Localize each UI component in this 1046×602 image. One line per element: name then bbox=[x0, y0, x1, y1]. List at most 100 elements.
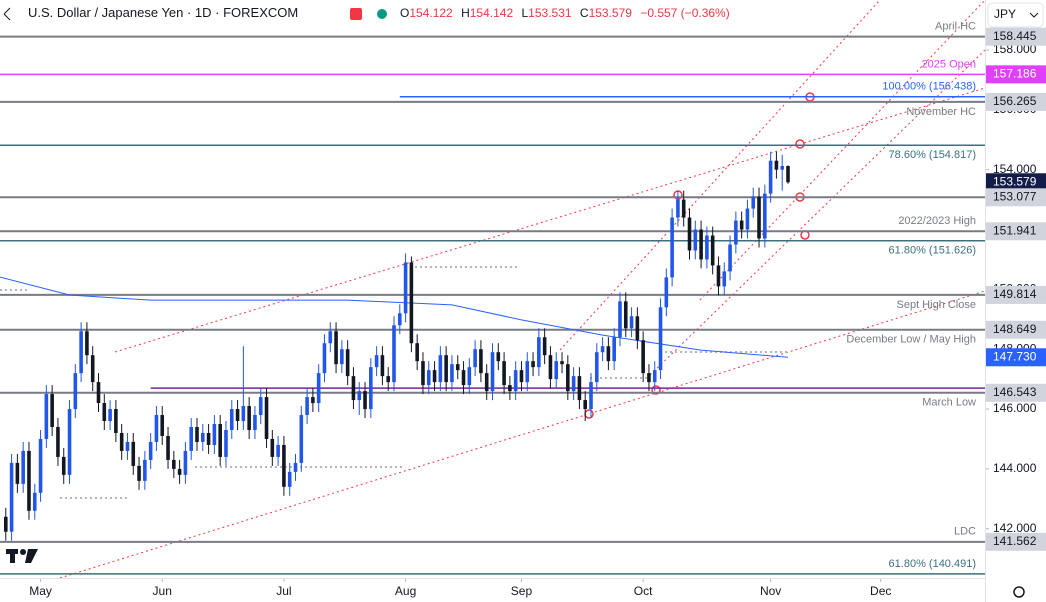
candle-body bbox=[734, 220, 738, 245]
level-annotation: 78.60% (154.817) bbox=[889, 149, 976, 161]
candle-body bbox=[154, 415, 159, 442]
candle-body bbox=[415, 343, 419, 362]
ohlc-prefix: C bbox=[579, 6, 589, 20]
candle-body bbox=[177, 468, 182, 475]
x-tick-label: Sep bbox=[511, 584, 533, 598]
currency-button[interactable] bbox=[987, 2, 1044, 28]
candle-body bbox=[502, 361, 506, 386]
channel-line bbox=[699, 0, 986, 301]
candle-body bbox=[768, 160, 773, 194]
candle-body bbox=[774, 160, 779, 170]
candle-body bbox=[299, 415, 304, 463]
candle-body bbox=[270, 438, 275, 457]
candle-body bbox=[38, 438, 43, 493]
candle-body bbox=[311, 397, 315, 404]
anchor-point bbox=[584, 409, 594, 419]
channel-line bbox=[559, 0, 881, 351]
flag-icon[interactable] bbox=[350, 8, 362, 20]
dropdown-arrow bbox=[1029, 12, 1039, 18]
price-label: 156.265 bbox=[993, 94, 1037, 108]
price-label: 148.649 bbox=[993, 322, 1037, 336]
price-label: 153.077 bbox=[993, 189, 1037, 203]
candle-body bbox=[73, 373, 78, 410]
level-annotation: April HC bbox=[935, 21, 976, 33]
candle-body bbox=[160, 415, 165, 436]
logo-part bbox=[25, 549, 38, 563]
candle-body bbox=[600, 346, 605, 353]
candle-body bbox=[496, 352, 501, 362]
candle-body bbox=[606, 346, 611, 362]
ohlc-value: 153.579 bbox=[588, 6, 632, 20]
price-label-box bbox=[986, 92, 1046, 111]
x-tick-label: May bbox=[29, 584, 52, 598]
candle-body bbox=[183, 450, 188, 475]
candle-body bbox=[641, 340, 645, 374]
candle-body bbox=[102, 403, 107, 422]
candle-body bbox=[467, 367, 472, 386]
candle-body bbox=[403, 262, 408, 314]
candle-body bbox=[513, 370, 518, 392]
candle-body bbox=[195, 426, 199, 442]
candle-body bbox=[206, 432, 211, 445]
candle-body bbox=[328, 331, 333, 344]
level-annotation: 61.80% (140.491) bbox=[889, 558, 976, 570]
x-tick-label: Jun bbox=[153, 584, 172, 598]
candle-body bbox=[438, 355, 443, 383]
candle-body bbox=[786, 166, 790, 183]
candle-body bbox=[166, 435, 170, 460]
candle-body bbox=[114, 409, 118, 433]
market-status bbox=[377, 9, 387, 19]
settings-icon[interactable] bbox=[1013, 586, 1025, 598]
candle-body bbox=[409, 262, 414, 344]
logo-part bbox=[20, 549, 26, 555]
candle-body bbox=[293, 462, 298, 472]
candle-body bbox=[340, 349, 344, 365]
candle-body bbox=[27, 450, 31, 511]
candle-body bbox=[9, 462, 14, 532]
candle-body bbox=[351, 376, 356, 401]
candle-body bbox=[751, 196, 756, 209]
candle-body bbox=[670, 217, 674, 278]
candle-body bbox=[461, 370, 466, 386]
ohlc-value: 154.122 bbox=[409, 6, 453, 20]
price-label-box bbox=[986, 188, 1046, 207]
candle-body bbox=[722, 271, 727, 287]
candle-body bbox=[577, 376, 582, 401]
candle-body bbox=[525, 361, 530, 383]
ohlc-prefix: H bbox=[461, 6, 470, 20]
candle-body bbox=[623, 301, 628, 329]
level-annotation: March Low bbox=[922, 397, 976, 409]
ohlc-prefix: L bbox=[521, 6, 529, 20]
anchor-point bbox=[795, 139, 805, 149]
level-annotation: LDC bbox=[954, 526, 976, 538]
price-label-box bbox=[986, 532, 1046, 551]
level-annotation: 2022/2023 High bbox=[898, 215, 976, 227]
price-label: 158.445 bbox=[993, 29, 1037, 43]
price-label: 157.186 bbox=[993, 67, 1037, 81]
candle-body bbox=[212, 424, 217, 445]
candle-body bbox=[658, 307, 663, 371]
level-annotation: 2025 Open bbox=[922, 58, 976, 70]
candle-body bbox=[519, 370, 524, 383]
candle-body bbox=[699, 229, 703, 260]
collapse-arrow bbox=[3, 7, 11, 15]
candle-body bbox=[594, 352, 599, 383]
candle-body bbox=[421, 361, 425, 386]
logo-part bbox=[10, 549, 15, 563]
level-annotation: November HC bbox=[906, 106, 976, 118]
candle-body bbox=[282, 444, 286, 487]
candle-body bbox=[739, 220, 744, 230]
candle-body bbox=[589, 382, 593, 410]
candle-body bbox=[780, 166, 785, 170]
candle-body bbox=[90, 355, 95, 383]
ohlc-value: 153.531 bbox=[528, 6, 572, 20]
candle-body bbox=[548, 355, 553, 380]
candle-body bbox=[137, 465, 141, 481]
candle-body bbox=[444, 355, 448, 383]
candle-body bbox=[710, 235, 715, 266]
price-label-box bbox=[986, 320, 1046, 339]
candle-body bbox=[108, 409, 112, 422]
ohlc-value: 154.142 bbox=[469, 6, 514, 20]
